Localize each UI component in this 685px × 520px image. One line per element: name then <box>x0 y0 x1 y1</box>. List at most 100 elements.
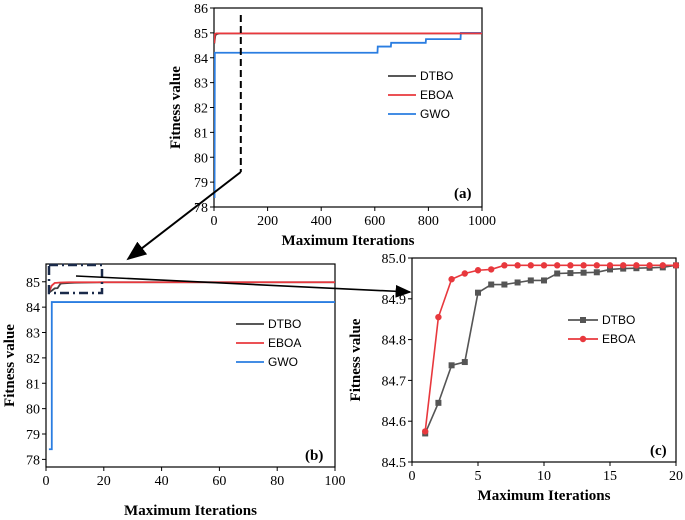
x-tick-label: 15 <box>603 469 617 484</box>
data-point-eboa <box>527 262 534 269</box>
series-line-eboa <box>48 281 335 293</box>
y-tick-label: 83 <box>194 77 208 92</box>
y-tick-label: 85 <box>194 27 208 42</box>
y-tick-label: 85 <box>26 276 40 291</box>
plot-area <box>48 281 335 451</box>
data-point-eboa <box>474 267 482 274</box>
data-point-dtbo <box>541 277 547 284</box>
series-line-dtbo <box>424 264 676 434</box>
data-point-eboa <box>422 428 429 435</box>
data-point-eboa <box>633 262 640 269</box>
data-point-dtbo <box>435 399 442 406</box>
x-tick-label: 80 <box>270 474 284 489</box>
zoom-box-b <box>47 263 104 295</box>
y-tick-label: 84.8 <box>382 334 407 349</box>
y-tick-label: 84.7 <box>382 374 407 389</box>
data-point-dtbo <box>461 359 468 366</box>
data-point-eboa <box>488 266 495 273</box>
y-axis-label: Fitness value <box>348 318 364 401</box>
legend-label-eboa: EBOA <box>420 88 453 102</box>
x-tick-label: 400 <box>311 214 332 229</box>
series-line-gwo <box>214 31 482 198</box>
x-axis-label: Maximum Iterations <box>124 503 257 519</box>
zoom-arrow-b-to-c <box>75 275 412 298</box>
y-tick-label: 79 <box>26 428 40 443</box>
data-point-eboa <box>435 313 442 321</box>
x-tick-label: 200 <box>257 214 278 229</box>
data-point-dtbo <box>475 289 481 296</box>
data-point-eboa <box>593 262 600 269</box>
y-tick-label: 79 <box>194 176 208 191</box>
data-point-dtbo <box>567 270 574 277</box>
x-axis-label: Maximum Iterations <box>282 233 415 249</box>
legend-label-dtbo: DTBO <box>420 69 453 83</box>
y-tick-label: 84.5 <box>382 456 407 471</box>
data-point-eboa <box>659 262 666 269</box>
legend: DTBO EBOA GWO <box>388 69 453 121</box>
data-point-eboa <box>646 262 653 269</box>
y-tick-label: 78 <box>26 453 40 468</box>
x-tick-label: 60 <box>212 474 226 489</box>
y-axis-label: Fitness value <box>168 66 184 149</box>
y-tick-label: 86 <box>194 2 208 17</box>
series-line-dtbo <box>48 281 335 294</box>
data-point-eboa <box>540 262 548 269</box>
panel-label: (b) <box>305 448 323 464</box>
x-tick-label: 10 <box>537 469 551 484</box>
legend-label-dtbo: DTBO <box>268 317 301 331</box>
data-point-dtbo <box>527 277 534 284</box>
chart-a: 0 200 400 600 800 1000787980818283848586Maxim… <box>168 2 496 249</box>
legend-label-gwo: GWO <box>268 355 298 369</box>
x-tick-label: 20 <box>97 474 111 489</box>
data-point-eboa <box>672 262 680 269</box>
data-point-eboa <box>461 270 468 277</box>
data-point-dtbo <box>607 266 613 273</box>
legend-label-gwo: GWO <box>420 107 450 121</box>
data-point-dtbo <box>620 265 627 272</box>
zoom-arrow-a-to-b <box>126 171 242 261</box>
data-point-eboa <box>620 262 627 269</box>
data-point-dtbo <box>501 281 508 288</box>
y-tick-label: 82 <box>194 102 208 117</box>
y-axis-label: Fitness value <box>2 324 18 407</box>
data-point-eboa <box>514 262 521 269</box>
plot-frame <box>411 257 677 463</box>
y-tick-label: 84.9 <box>382 293 407 308</box>
panel-label: (c) <box>650 443 667 459</box>
x-tick-label: 600 <box>364 214 385 229</box>
legend-label-eboa: EBOA <box>268 336 301 350</box>
legend: DTBO EBOA <box>568 313 635 346</box>
data-point-dtbo <box>554 270 561 277</box>
y-tick-label: 81 <box>26 377 40 392</box>
x-tick-label: 40 <box>155 474 169 489</box>
x-tick-label: 5 <box>475 469 482 484</box>
data-point-eboa <box>501 262 508 269</box>
series-line-eboa <box>424 264 676 432</box>
zoom-annotations <box>47 15 412 298</box>
legend-marker <box>579 335 587 343</box>
x-tick-label: 0 <box>211 214 218 229</box>
panel-label: (a) <box>454 186 472 202</box>
series-line-gwo <box>48 301 335 451</box>
data-point-eboa <box>580 262 587 269</box>
y-tick-label: 81 <box>194 126 208 141</box>
data-point-dtbo <box>580 269 587 276</box>
chart-c: 0 5 10 15 20 84.5 84.6 84.7 84.8 84.9 85.0 Maximum … <box>348 252 683 504</box>
x-tick-label: 20 <box>669 469 683 484</box>
y-tick-label: 84 <box>194 52 208 67</box>
x-tick-label: 0 <box>409 469 416 484</box>
y-tick-label: 84.6 <box>382 415 407 430</box>
y-tick-label: 85.0 <box>382 252 407 267</box>
legend-marker <box>580 317 586 323</box>
x-tick-label: 100 <box>325 474 346 489</box>
series-line-eboa <box>214 32 482 44</box>
x-tick-label: 0 <box>43 474 50 489</box>
y-tick-label: 80 <box>194 151 208 166</box>
chart-b: 0 20 40 60 80 100 78 79 80 81 82 83 84 85 Maximum Iter… <box>2 263 346 519</box>
data-point-dtbo <box>488 281 495 288</box>
data-point-dtbo <box>593 269 600 276</box>
y-tick-label: 84 <box>26 301 40 316</box>
data-point-eboa <box>554 262 561 269</box>
y-tick-label: 83 <box>26 327 40 342</box>
